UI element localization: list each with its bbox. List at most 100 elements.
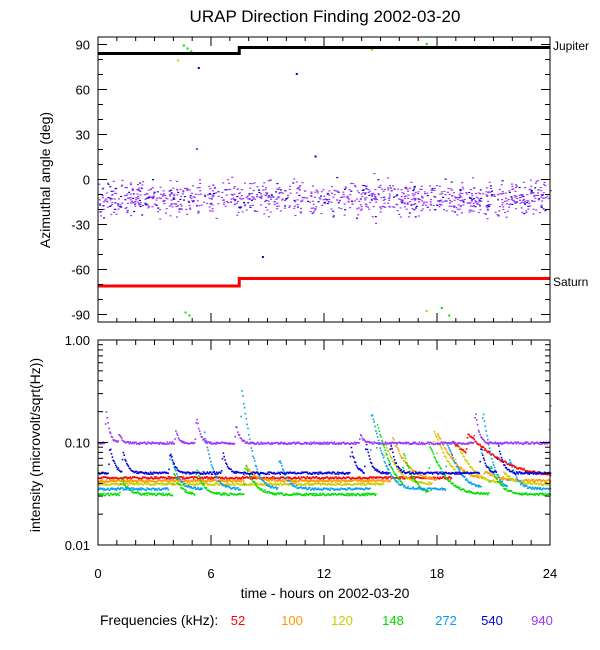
azimuth-point	[165, 208, 168, 210]
intensity-point	[352, 443, 354, 445]
intensity-point	[460, 467, 463, 470]
azimuth-outlier-point	[197, 67, 200, 69]
azimuth-point	[251, 204, 254, 206]
azimuth-point	[175, 203, 177, 205]
azimuth-point	[443, 200, 446, 202]
azimuth-point	[249, 205, 252, 207]
intensity-point	[198, 488, 201, 491]
azimuth-point	[104, 199, 106, 201]
intensity-point	[389, 472, 392, 474]
azimuth-outlier-point	[186, 47, 189, 50]
azimuth-point	[208, 197, 211, 199]
intensity-point	[378, 483, 381, 485]
azimuth-point	[506, 200, 509, 202]
intensity-point	[161, 443, 164, 445]
azimuth-point	[312, 207, 315, 209]
intensity-point	[523, 482, 525, 484]
azimuth-point	[332, 215, 335, 217]
azimuth-point	[197, 212, 200, 214]
intensity-point	[523, 472, 525, 474]
intensity-point	[303, 483, 306, 485]
azimuth-point	[534, 182, 537, 184]
intensity-point	[370, 476, 372, 478]
intensity-point	[270, 441, 273, 444]
intensity-point	[397, 468, 399, 471]
azimuth-point	[200, 193, 202, 195]
intensity-point	[471, 472, 474, 474]
azimuth-point	[480, 200, 483, 202]
intensity-point	[507, 474, 509, 477]
intensity-point	[515, 476, 518, 479]
intensity-point	[380, 472, 382, 474]
azimuth-point	[138, 187, 141, 189]
intensity-point	[469, 435, 471, 438]
azimuth-point	[260, 197, 263, 199]
intensity-point	[168, 478, 170, 480]
intensity-point	[448, 448, 451, 451]
intensity-point	[332, 479, 335, 482]
intensity-point	[379, 447, 381, 449]
azimuth-point	[102, 201, 105, 203]
azimuth-point	[139, 194, 142, 196]
intensity-point	[355, 483, 358, 486]
intensity-point	[424, 482, 426, 485]
intensity-point	[316, 479, 319, 482]
azimuth-point	[170, 193, 173, 195]
intensity-point	[498, 442, 500, 445]
intensity-point	[175, 466, 177, 469]
intensity-point	[164, 479, 166, 482]
intensity-point	[198, 488, 200, 491]
intensity-point	[524, 493, 526, 495]
intensity-point	[286, 471, 288, 474]
intensity-point	[202, 478, 204, 480]
intensity-point	[431, 477, 434, 479]
intensity-point	[326, 476, 329, 479]
azimuth-point	[295, 181, 298, 183]
intensity-point	[115, 487, 117, 490]
azimuth-point	[251, 192, 254, 195]
intensity-point	[336, 472, 338, 475]
intensity-point	[545, 480, 548, 483]
intensity-point	[155, 488, 158, 491]
intensity-point	[307, 494, 309, 496]
intensity-point	[202, 439, 204, 441]
azimuth-point	[398, 213, 401, 215]
intensity-point	[463, 455, 465, 458]
intensity-point	[438, 465, 441, 467]
azimuth-point	[238, 206, 241, 208]
azimuth-point	[462, 200, 465, 202]
intensity-point	[217, 472, 220, 475]
azimuth-point	[196, 187, 199, 189]
azimuth-point	[249, 206, 252, 208]
intensity-point	[327, 487, 330, 490]
azimuth-point	[213, 187, 216, 189]
intensity-point	[463, 471, 465, 474]
azimuth-point	[512, 188, 515, 190]
intensity-point	[382, 456, 385, 459]
azimuth-point	[260, 195, 263, 197]
azimuth-point	[347, 201, 350, 203]
intensity-point	[434, 457, 437, 460]
intensity-point	[409, 478, 411, 481]
azimuth-point	[312, 185, 314, 187]
intensity-point	[456, 464, 459, 466]
azimuth-point	[488, 181, 491, 183]
intensity-point	[137, 487, 140, 490]
azimuth-point	[182, 190, 185, 192]
intensity-point	[371, 465, 374, 468]
intensity-point	[345, 484, 348, 486]
azimuth-point	[362, 192, 365, 194]
intensity-point	[417, 472, 420, 474]
series-120-khz	[98, 430, 552, 487]
intensity-point	[185, 489, 187, 492]
intensity-point	[110, 480, 113, 482]
intensity-point	[430, 483, 432, 485]
azimuth-point	[349, 194, 352, 196]
intensity-point	[256, 471, 259, 474]
intensity-point	[101, 443, 103, 445]
intensity-point	[333, 489, 336, 491]
intensity-point	[375, 482, 377, 484]
intensity-point	[437, 488, 440, 491]
intensity-point	[364, 494, 366, 497]
